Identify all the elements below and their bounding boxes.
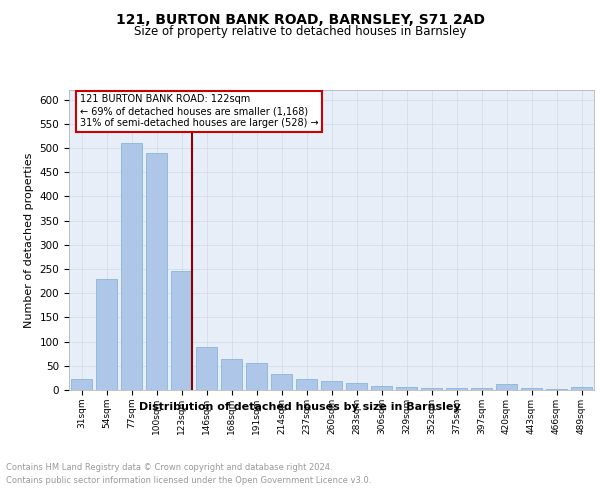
- Bar: [471, 388, 492, 390]
- Text: Contains public sector information licensed under the Open Government Licence v3: Contains public sector information licen…: [6, 476, 371, 485]
- Bar: [446, 388, 467, 390]
- Bar: [221, 358, 242, 390]
- Bar: [321, 382, 342, 390]
- Text: Distribution of detached houses by size in Barnsley: Distribution of detached houses by size …: [139, 402, 461, 412]
- Y-axis label: Number of detached properties: Number of detached properties: [24, 152, 34, 328]
- Text: Contains HM Land Registry data © Crown copyright and database right 2024.: Contains HM Land Registry data © Crown c…: [6, 462, 332, 471]
- Bar: [346, 383, 367, 390]
- Bar: [196, 348, 217, 390]
- Text: 121 BURTON BANK ROAD: 122sqm
← 69% of detached houses are smaller (1,168)
31% of: 121 BURTON BANK ROAD: 122sqm ← 69% of de…: [79, 94, 318, 128]
- Bar: [296, 380, 317, 390]
- Bar: [371, 386, 392, 390]
- Bar: [146, 153, 167, 390]
- Bar: [121, 143, 142, 390]
- Bar: [521, 388, 542, 390]
- Bar: [71, 380, 92, 390]
- Bar: [571, 386, 592, 390]
- Text: Size of property relative to detached houses in Barnsley: Size of property relative to detached ho…: [134, 25, 466, 38]
- Bar: [396, 386, 417, 390]
- Bar: [96, 278, 117, 390]
- Bar: [246, 364, 267, 390]
- Bar: [171, 272, 192, 390]
- Text: 121, BURTON BANK ROAD, BARNSLEY, S71 2AD: 121, BURTON BANK ROAD, BARNSLEY, S71 2AD: [115, 12, 485, 26]
- Bar: [421, 388, 442, 390]
- Bar: [496, 384, 517, 390]
- Bar: [546, 388, 567, 390]
- Bar: [271, 374, 292, 390]
